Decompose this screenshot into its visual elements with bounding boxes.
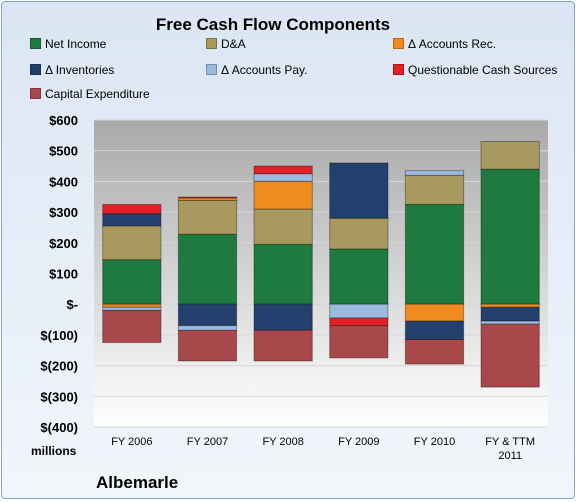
bar-segment <box>404 339 465 365</box>
legend-label: Net Income <box>45 37 107 51</box>
legend-label: Δ Accounts Pay. <box>221 63 308 77</box>
legend-swatch <box>206 64 217 75</box>
legend-entry-net-income: Net Income <box>30 37 106 51</box>
bar-segment <box>253 243 313 305</box>
bar-segment <box>404 174 465 205</box>
legend-label: Capital Expenditure <box>45 87 150 101</box>
x-axis-tick-labels: FY 2006 FY 2007 FY 2008 FY 2009 FY 2010 FY & … <box>111 436 535 462</box>
bar-segment <box>329 217 389 250</box>
legend-label: Δ Inventories <box>45 63 115 77</box>
company-name: Albemarle <box>96 473 179 492</box>
y-tick-label: $500 <box>49 144 78 159</box>
bar-segment <box>329 248 389 305</box>
y-tick-label: $(200) <box>40 359 78 374</box>
bar-segment <box>253 329 313 362</box>
bar-segment <box>329 162 389 219</box>
bar-segment <box>177 303 238 327</box>
y-tick-label: $100 <box>49 267 78 282</box>
y-tick-label: $(300) <box>40 389 78 404</box>
legend-swatch <box>30 64 41 75</box>
x-tick-label: FY 2008 <box>262 436 303 448</box>
bar-segment <box>177 199 238 235</box>
bar-segment <box>102 225 162 261</box>
bar-segment <box>404 320 465 341</box>
y-tick-label: $600 <box>49 113 78 128</box>
bar-segment <box>480 168 540 305</box>
bar-segment <box>177 329 238 362</box>
legend-entry-accounts-pay: Δ Accounts Pay. <box>206 63 308 77</box>
y-tick-label: $(400) <box>40 420 78 435</box>
bar-segment <box>329 325 389 359</box>
bar-segment <box>102 213 162 227</box>
legend-entry-accounts-rec: Δ Accounts Rec. <box>393 37 496 51</box>
bar-segment <box>329 317 389 327</box>
legend-swatch <box>206 38 217 49</box>
bar-segment <box>253 173 313 182</box>
chart-title: Free Cash Flow Components <box>155 15 391 34</box>
y-tick-label: $400 <box>49 174 78 189</box>
y-axis-tick-labels: $600 $500 $400 $300 $200 $100 $- $(100) $(200) $(… <box>40 113 78 435</box>
bar-segment <box>480 140 540 170</box>
legend-swatch <box>393 64 404 75</box>
legend-label: Questionable Cash Sources <box>408 63 558 77</box>
bar-stacks <box>102 140 540 388</box>
x-tick-label: FY & TTM 2011 <box>485 436 535 462</box>
bar-segment <box>404 170 465 176</box>
legend-entry-questionable-cash-sources: Questionable Cash Sources <box>393 63 557 77</box>
bar-segment <box>404 303 465 322</box>
bar-segment <box>480 323 540 388</box>
legend-swatch <box>30 38 41 49</box>
bar-segment <box>253 165 313 175</box>
bar-segment <box>253 208 313 245</box>
bar-segment <box>102 203 162 215</box>
bar-segment <box>177 196 238 199</box>
legend-entry-capital-expenditure: Capital Expenditure <box>30 87 150 101</box>
x-tick-label: FY 2009 <box>338 436 379 448</box>
bar-segment <box>404 203 465 305</box>
bar-segment <box>253 180 313 210</box>
y-tick-label: $(100) <box>40 328 78 343</box>
legend-entry-d-and-a: D&A <box>206 37 246 51</box>
units-label: millions <box>31 444 77 458</box>
y-tick-label: $- <box>66 297 78 312</box>
x-tick-label: FY 2006 <box>111 436 152 448</box>
bar-segment <box>480 306 540 322</box>
legend-label: Δ Accounts Rec. <box>408 37 497 51</box>
legend-entry-inventories: Δ Inventories <box>30 63 114 77</box>
y-tick-label: $300 <box>49 205 78 220</box>
bar-segment <box>253 303 313 331</box>
x-tick-label: FY 2010 <box>414 436 455 448</box>
y-tick-label: $200 <box>49 236 78 251</box>
bar-segment <box>177 325 238 331</box>
bar-segment <box>329 303 389 319</box>
legend-swatch <box>393 38 404 49</box>
bar-segment <box>102 309 162 344</box>
gridlines <box>94 119 548 428</box>
legend-label: D&A <box>221 37 246 51</box>
bar-segment <box>177 233 238 305</box>
legend-swatch <box>30 88 41 99</box>
x-tick-label: FY 2007 <box>187 436 228 448</box>
bar-segment <box>102 259 162 305</box>
